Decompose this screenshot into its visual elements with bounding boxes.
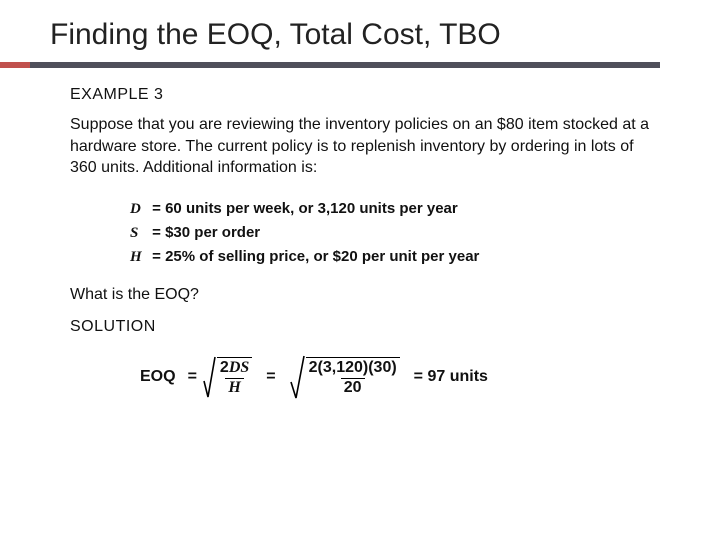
formula-result: = 97 units — [414, 368, 488, 386]
rule-accent — [0, 62, 30, 68]
sqrt-numeric: 2(3,120)(30) 20 — [290, 354, 400, 400]
formula-lhs: EOQ — [140, 368, 176, 386]
param-D-text: = 60 units per week, or 3,120 units per … — [148, 200, 458, 217]
param-S: S = $30 per order — [130, 221, 670, 245]
param-S-text: = $30 per order — [148, 224, 260, 241]
param-D: D = 60 units per week, or 3,120 units pe… — [130, 197, 670, 221]
title-rule — [0, 62, 660, 68]
num-D: D — [229, 359, 241, 376]
param-H-symbol: H — [130, 246, 148, 269]
num-S: S — [240, 359, 249, 376]
den-H: H — [228, 379, 240, 396]
equals-1: = — [188, 368, 197, 386]
frac-den-expr: 20 — [341, 378, 365, 397]
param-H-text: = 25% of selling price, or $20 per unit … — [148, 248, 479, 265]
slide-title: Finding the EOQ, Total Cost, TBO — [50, 18, 670, 52]
rule-main — [30, 62, 660, 68]
frac-sym-den: H — [225, 378, 243, 397]
sqrt-symbolic: 2DS H — [203, 355, 252, 399]
radical-icon — [290, 354, 306, 400]
eoq-formula: EOQ = 2DS H = 2(3,120)(30) 20 — [140, 354, 670, 400]
num-2: 2 — [220, 359, 229, 376]
solution-label: SOLUTION — [70, 318, 670, 336]
equals-2: = — [266, 368, 275, 386]
problem-statement: Suppose that you are reviewing the inven… — [70, 114, 660, 179]
example-label: EXAMPLE 3 — [70, 86, 670, 104]
frac-symbolic: 2DS H — [217, 357, 252, 397]
frac-numeric: 2(3,120)(30) 20 — [306, 357, 400, 397]
parameter-list: D = 60 units per week, or 3,120 units pe… — [130, 197, 670, 270]
param-H: H = 25% of selling price, or $20 per uni… — [130, 245, 670, 269]
param-S-symbol: S — [130, 222, 148, 245]
frac-num-expr: 2(3,120)(30) — [306, 360, 400, 378]
radical-icon — [203, 355, 217, 399]
slide: Finding the EOQ, Total Cost, TBO EXAMPLE… — [0, 0, 720, 540]
frac-sym-num: 2DS — [217, 360, 252, 378]
param-D-symbol: D — [130, 198, 148, 221]
question-text: What is the EOQ? — [70, 286, 670, 304]
